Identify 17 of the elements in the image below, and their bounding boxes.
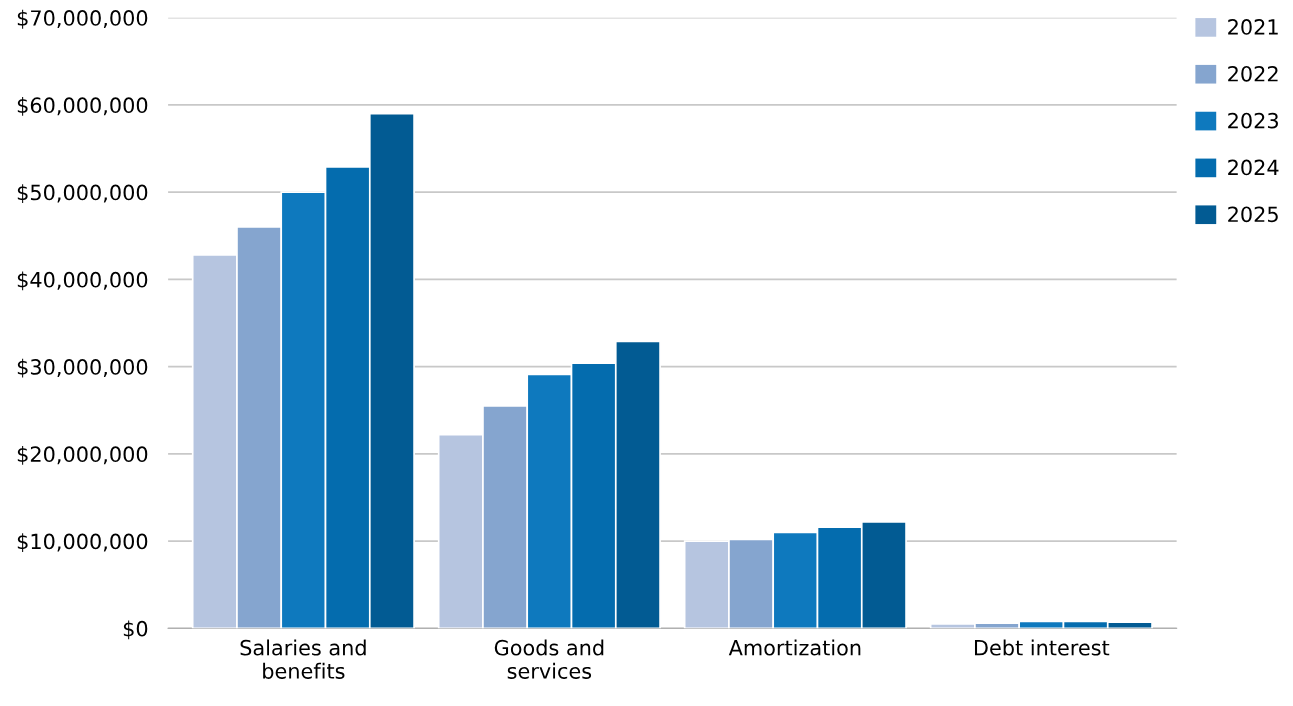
x-tick-label: Goods and services bbox=[494, 639, 604, 679]
legend-label: 2024 bbox=[1228, 159, 1279, 176]
y-tick-label: $70,000,000 bbox=[17, 9, 148, 29]
legend-label: 2021 bbox=[1228, 19, 1278, 35]
x-tick-label: Amortization bbox=[728, 639, 861, 656]
legend-label: 2023 bbox=[1228, 112, 1278, 129]
y-tick-label: $50,000,000 bbox=[17, 184, 148, 204]
legend-label: 2025 bbox=[1228, 206, 1278, 223]
legend-label: 2022 bbox=[1228, 65, 1278, 82]
y-tick-label: $20,000,000 bbox=[17, 445, 148, 465]
y-tick-label: $10,000,000 bbox=[17, 533, 148, 553]
x-tick-label: Debt interest bbox=[974, 639, 1110, 656]
y-tick-label: $0 bbox=[123, 620, 148, 640]
y-tick-label: $40,000,000 bbox=[17, 271, 148, 291]
x-tick-label: Salaries and benefits bbox=[240, 639, 366, 679]
y-tick-label: $60,000,000 bbox=[17, 96, 148, 116]
y-tick-label: $30,000,000 bbox=[17, 358, 148, 378]
